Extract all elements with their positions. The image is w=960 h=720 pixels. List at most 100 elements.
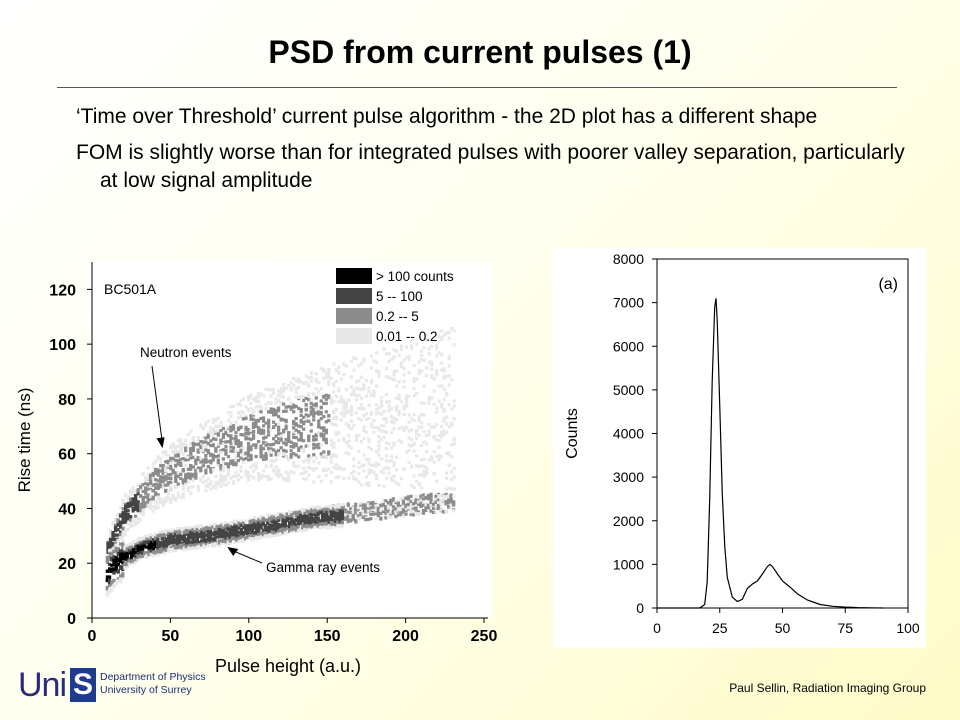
- heatmap-cell: [134, 496, 138, 500]
- heatmap-cell: [332, 416, 336, 420]
- heatmap-cell: [354, 507, 358, 512]
- heatmap-cell: [164, 489, 168, 493]
- heatmap-cell: [424, 508, 428, 512]
- heatmap-cell: [305, 507, 309, 512]
- heatmap-cell: [447, 451, 451, 455]
- heatmap-cell: [420, 464, 424, 468]
- heatmap-cell: [136, 500, 140, 504]
- heatmap-cell: [118, 565, 123, 569]
- heatmap-cell: [116, 539, 120, 543]
- heatmap-cell: [259, 405, 263, 409]
- heatmap-cell: [236, 454, 241, 458]
- heatmap-cell: [298, 516, 303, 520]
- heatmap-cell: [349, 518, 353, 522]
- heatmap-cell: [226, 433, 231, 438]
- heatmap-cell: [129, 489, 133, 493]
- heatmap-cell: [317, 422, 321, 426]
- heatmap-cell: [264, 475, 268, 479]
- heatmap-cell: [179, 472, 183, 476]
- heatmap-cell: [277, 516, 281, 520]
- heatmap-cell: [362, 453, 366, 457]
- heatmap-cell: [189, 467, 193, 471]
- heatmap-cell: [224, 477, 228, 482]
- heatmap-cell: [229, 460, 233, 465]
- heatmap-cell: [394, 349, 399, 353]
- heatmap-cell: [372, 390, 376, 394]
- heatmap-cell: [211, 544, 215, 548]
- heatmap-cell: [340, 509, 344, 514]
- heatmap-cell: [107, 589, 112, 593]
- heatmap-cell: [309, 506, 314, 510]
- heatmap-cell: [161, 467, 165, 471]
- heatmap-cell: [202, 543, 206, 547]
- heatmap-cell: [118, 549, 123, 553]
- heatmap-cell: [131, 499, 135, 504]
- heatmap-cell: [201, 464, 205, 468]
- heatmap-cell: [299, 409, 303, 414]
- heatmap-cell: [171, 493, 175, 498]
- heatmap-cell: [274, 517, 279, 521]
- heatmap-cell: [231, 474, 236, 479]
- heatmap-cell: [236, 444, 241, 448]
- heatmap-cell: [329, 376, 333, 381]
- heatmap-cell: [320, 514, 325, 518]
- heatmap-cell: [412, 363, 416, 368]
- heatmap-cell: [427, 360, 431, 364]
- heatmap-cell: [283, 522, 287, 526]
- heatmap-cell: [299, 435, 303, 439]
- heatmap-cell: [234, 449, 238, 453]
- heatmap-cell: [208, 532, 213, 536]
- heatmap-cell: [164, 483, 168, 487]
- heatmap-cell: [314, 520, 318, 524]
- heatmap-cell: [445, 430, 449, 434]
- heatmap-cell: [334, 476, 338, 480]
- heatmap-cell: [181, 442, 185, 446]
- heatmap-cell: [178, 526, 182, 531]
- heatmap-cell: [394, 481, 399, 485]
- y-tick-label: 0: [636, 600, 644, 616]
- heatmap-cell: [396, 513, 401, 517]
- heatmap-cell: [166, 483, 170, 487]
- heatmap-cell: [372, 393, 376, 397]
- heatmap-cell: [389, 419, 394, 423]
- heatmap-cell: [166, 473, 170, 477]
- heatmap-cell: [158, 534, 162, 538]
- heatmap-cell: [176, 438, 180, 443]
- heatmap-cell: [191, 533, 195, 537]
- heatmap-cell: [351, 515, 355, 519]
- heatmap-cell: [369, 469, 374, 473]
- heatmap-cell: [241, 458, 246, 462]
- heatmap-cell: [292, 420, 296, 424]
- heatmap-cell: [284, 443, 288, 447]
- heatmap-cell: [118, 505, 123, 509]
- heatmap-cell: [307, 457, 311, 461]
- heatmap-cell: [272, 524, 276, 528]
- heatmap-cell: [200, 543, 204, 547]
- heatmap-cell: [191, 436, 195, 440]
- heatmap-cell: [307, 444, 311, 448]
- heatmap-cell: [166, 491, 170, 495]
- heatmap-cell: [143, 536, 147, 541]
- heatmap-cell: [309, 409, 313, 413]
- heatmap-cell: [411, 507, 416, 511]
- heatmap-cell: [182, 539, 186, 544]
- heatmap-cell: [299, 407, 303, 412]
- heatmap-cell: [234, 470, 238, 475]
- heatmap-cell: [334, 463, 338, 467]
- heatmap-cell: [430, 375, 434, 380]
- heatmap-cell: [176, 474, 180, 478]
- heatmap-cell: [303, 524, 307, 528]
- heatmap-cell: [301, 526, 305, 531]
- heatmap-cell: [224, 541, 228, 546]
- heatmap-cell: [409, 417, 414, 421]
- heatmap-cell: [254, 462, 258, 466]
- heatmap-cell: [302, 460, 306, 464]
- heatmap-cell: [406, 497, 411, 501]
- heatmap-cell: [246, 530, 250, 534]
- heatmap-cell: [125, 565, 129, 569]
- heatmap-cell: [287, 383, 291, 388]
- heatmap-cell: [259, 516, 263, 520]
- heatmap-cell: [233, 533, 237, 537]
- heatmap-cell: [125, 561, 129, 565]
- heatmap-cell: [129, 553, 134, 557]
